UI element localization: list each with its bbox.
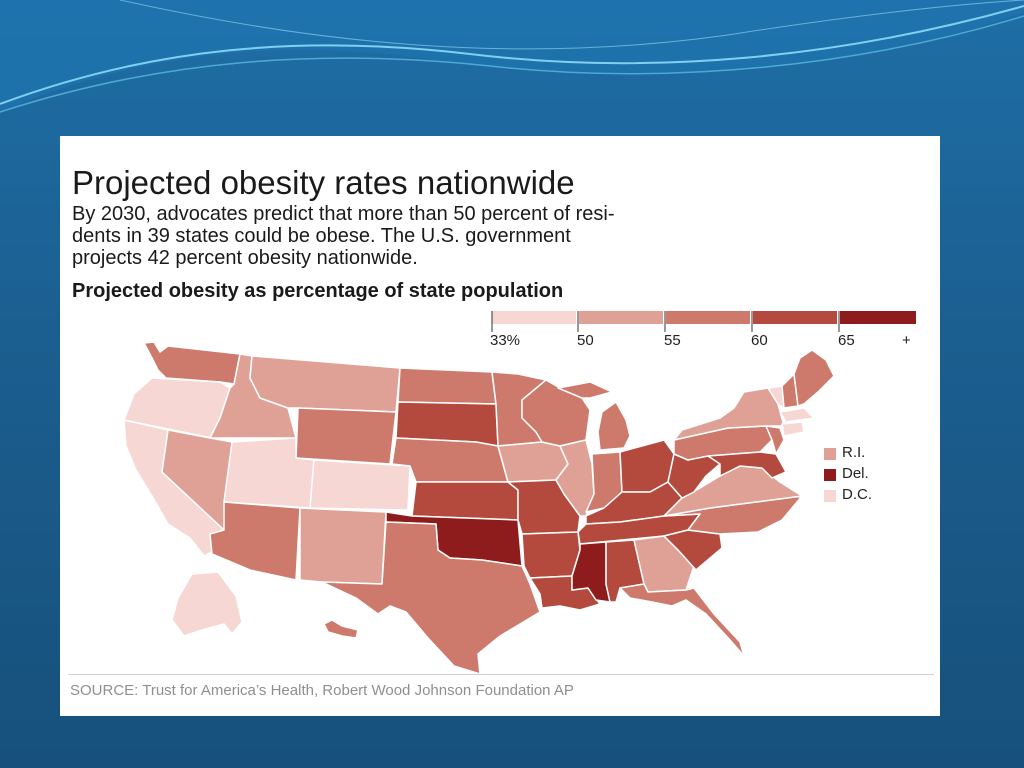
state-ME [793,349,835,407]
legend-label-1: 33% [490,332,521,349]
states [123,341,835,675]
legend-bin-3 [666,311,750,324]
source-credit: SOURCE: Trust for America’s Health, Robe… [70,682,574,699]
legend-bin-2 [579,311,663,324]
state-VA [663,465,803,517]
state-AK [171,571,243,637]
state-FL [619,583,745,657]
label-del: Del. [842,465,869,482]
legend-bin-5 [840,311,916,324]
legend-label-5: 65 [838,332,855,349]
slide-wave-decoration [0,0,1024,113]
state-MD [707,451,787,479]
subtitle-line-1: By 2030, advocates predict that more tha… [72,203,615,225]
figure-card: Projected obesity rates nationwide By 20… [60,136,940,716]
state-AZ [209,501,301,581]
source-divider [68,674,934,675]
swatch-dc [824,490,836,502]
state-MI [557,381,631,451]
subtitle-line-2: dents in 39 states could be obese. The U… [72,225,571,247]
state-HI [323,619,359,639]
state-IL [555,439,595,517]
map-subtitle: By 2030, advocates predict that more tha… [72,203,940,269]
state-KS [411,481,519,521]
legend-label-4: 60 [751,332,768,349]
legend-bar [491,311,916,332]
state-AR [521,531,581,579]
label-dc: D.C. [842,486,872,503]
legend-label-6: + [902,332,911,349]
state-IA [497,441,569,483]
state-ND [397,367,497,405]
legend-bin-4 [753,311,837,324]
swatch-ri [824,448,836,460]
small-state-legend [824,448,836,502]
state-TX [321,521,541,675]
legend-label-3: 55 [664,332,681,349]
swatch-del [824,469,836,481]
choropleth-map [123,311,916,675]
state-MA [779,407,815,423]
state-NM [299,507,387,585]
label-ri: R.I. [842,444,866,461]
map-title: Projected obesity rates nationwide [72,164,575,201]
state-CO [309,459,411,511]
legend-label-2: 50 [577,332,594,349]
state-WY [295,407,397,465]
legend-bin-1 [492,311,576,324]
state-CT [781,421,805,437]
subtitle-line-3: projects 42 percent obesity nationwide. [72,247,418,269]
state-NJ [765,425,785,455]
map-heading: Projected obesity as percentage of state… [72,280,564,302]
